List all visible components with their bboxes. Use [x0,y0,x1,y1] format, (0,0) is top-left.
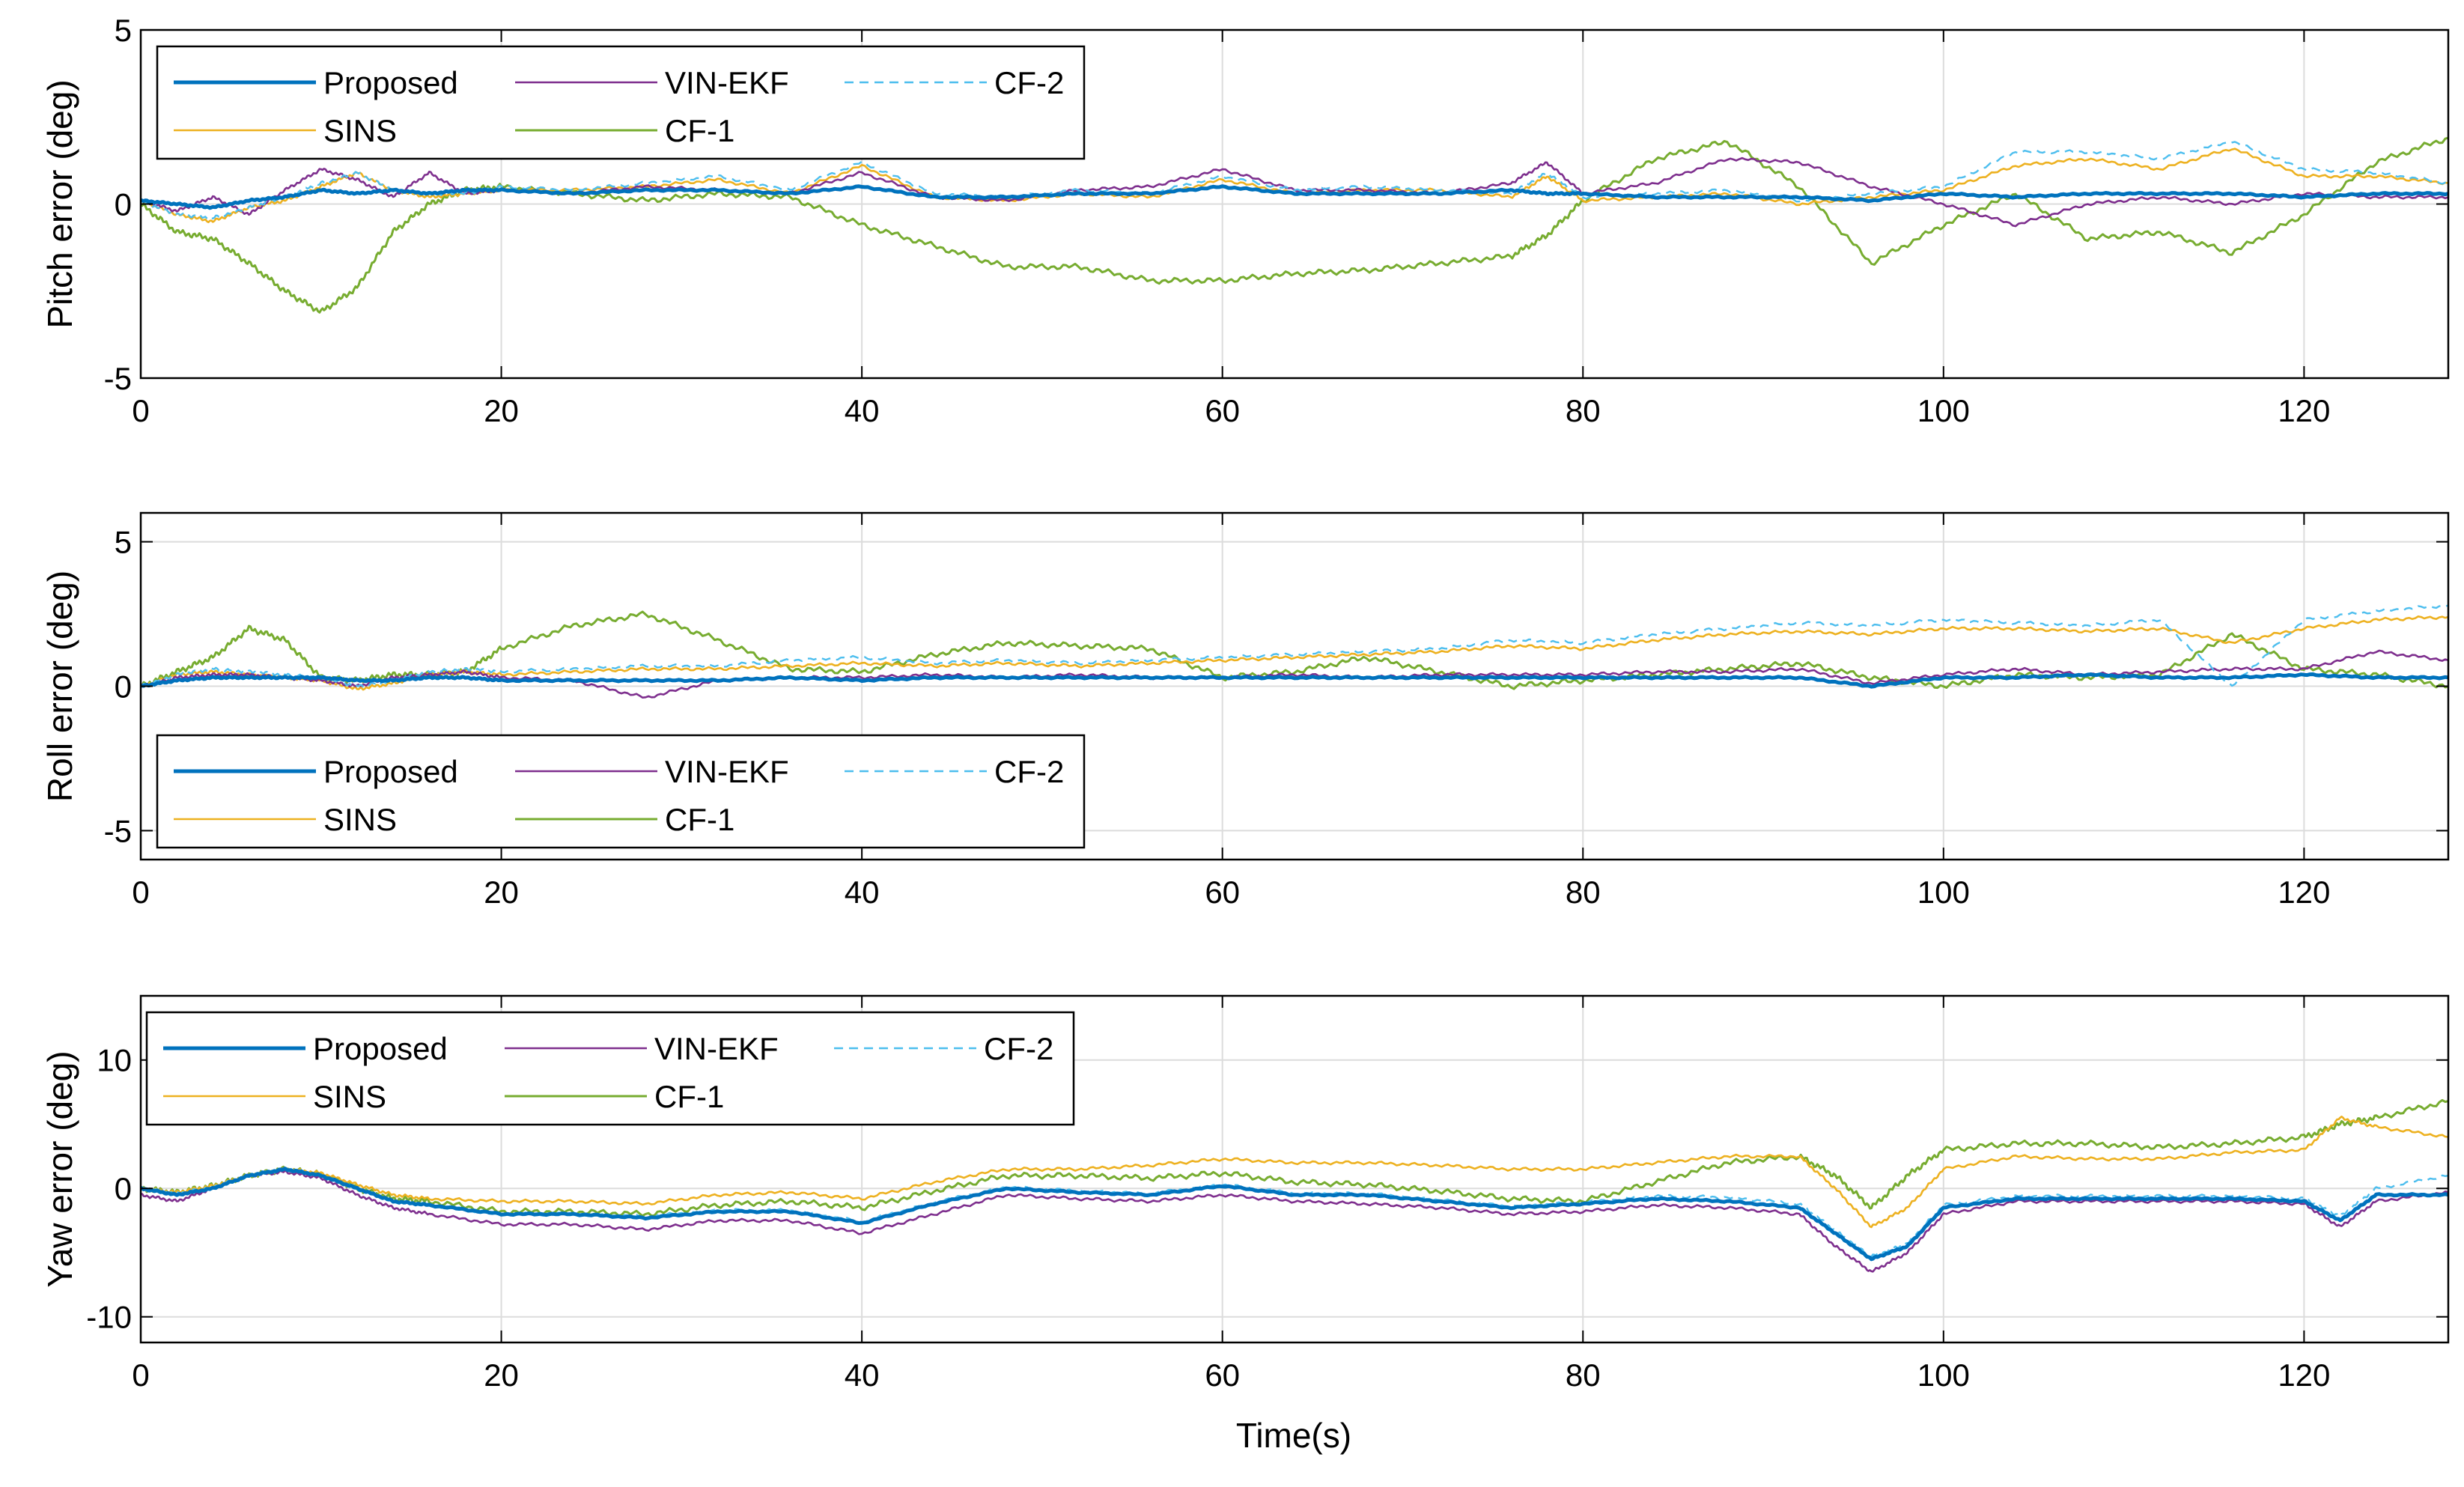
legend-label-vin-ekf: VIN-EKF [665,754,789,789]
legend-label-cf-2: CF-2 [994,65,1064,100]
x-tick-label: 60 [1205,393,1240,428]
legend-box [156,45,1086,160]
y-axis-label: Pitch error (deg) [40,79,79,328]
x-tick-label: 20 [484,1357,519,1393]
x-tick-label: 100 [1917,875,1970,910]
series-line-proposed [141,672,2448,689]
x-tick-label: 40 [845,1357,880,1393]
y-tick-label: 0 [115,187,132,222]
x-tick-label: 60 [1205,1357,1240,1393]
legend-label-proposed: Proposed [323,754,458,789]
legend-label-sins: SINS [313,1079,386,1114]
y-axis-label: Roll error (deg) [40,571,79,802]
x-tick-label: 120 [2278,875,2330,910]
x-tick-label: 120 [2278,1357,2330,1393]
series-group [141,136,2448,314]
y-tick-label: 5 [115,525,132,560]
legend-label-cf-2: CF-2 [994,754,1064,789]
series-line-proposed [141,1167,2448,1262]
legend-label-sins: SINS [323,802,397,837]
x-tick-label: 80 [1566,393,1601,428]
x-tick-label: 0 [132,393,149,428]
legend-label-proposed: Proposed [313,1031,448,1066]
legend-box [145,1011,1075,1126]
x-tick-label: 120 [2278,393,2330,428]
series-group [141,604,2448,699]
y-tick-label: -10 [86,1300,132,1335]
legend-label-vin-ekf: VIN-EKF [665,65,789,100]
x-tick-label: 100 [1917,1357,1970,1393]
x-tick-label: 0 [132,1357,149,1393]
y-tick-label: 0 [115,669,132,705]
legend: Proposed VIN-EKF CF-2 SINS CF-1 [156,734,1086,849]
y-tick-label: 5 [115,13,132,48]
x-tick-label: 40 [845,393,880,428]
series-line-vin-ekf [141,1170,2448,1273]
x-tick-label: 20 [484,875,519,910]
x-tick-label: 80 [1566,875,1601,910]
legend-label-cf-1: CF-1 [665,113,734,148]
x-tick-label: 100 [1917,393,1970,428]
y-tick-label: -5 [104,361,132,396]
legend-label-sins: SINS [323,113,397,148]
x-tick-label: 20 [484,393,519,428]
x-axis-label: Time(s) [1236,1416,1351,1455]
series-line-sins [141,1116,2448,1229]
series-line-vin-ekf [141,156,2448,228]
series-line-vin-ekf [141,649,2448,699]
legend-box [156,734,1086,849]
legend-label-cf-1: CF-1 [665,802,734,837]
y-tick-label: 0 [115,1171,132,1206]
series-group [141,1098,2448,1273]
series-line-proposed [141,184,2448,210]
series-line-cf-2 [141,604,2448,688]
legend: Proposed VIN-EKF CF-2 SINS CF-1 [156,45,1086,160]
x-tick-label: 0 [132,875,149,910]
legend-label-cf-2: CF-2 [984,1031,1053,1066]
x-tick-label: 40 [845,875,880,910]
legend-label-vin-ekf: VIN-EKF [654,1031,779,1066]
legend-label-proposed: Proposed [323,65,458,100]
series-line-sins [141,615,2448,691]
legend-label-cf-1: CF-1 [654,1079,724,1114]
y-tick-label: 10 [97,1043,132,1078]
y-tick-label: -5 [104,813,132,848]
x-tick-label: 60 [1205,875,1240,910]
series-line-cf-2 [141,141,2448,220]
series-line-cf-1 [141,136,2448,314]
legend: Proposed VIN-EKF CF-2 SINS CF-1 [145,1011,1075,1126]
y-axis-label: Yaw error (deg) [40,1050,79,1287]
x-tick-label: 80 [1566,1357,1601,1393]
axes-box [139,994,2450,1344]
